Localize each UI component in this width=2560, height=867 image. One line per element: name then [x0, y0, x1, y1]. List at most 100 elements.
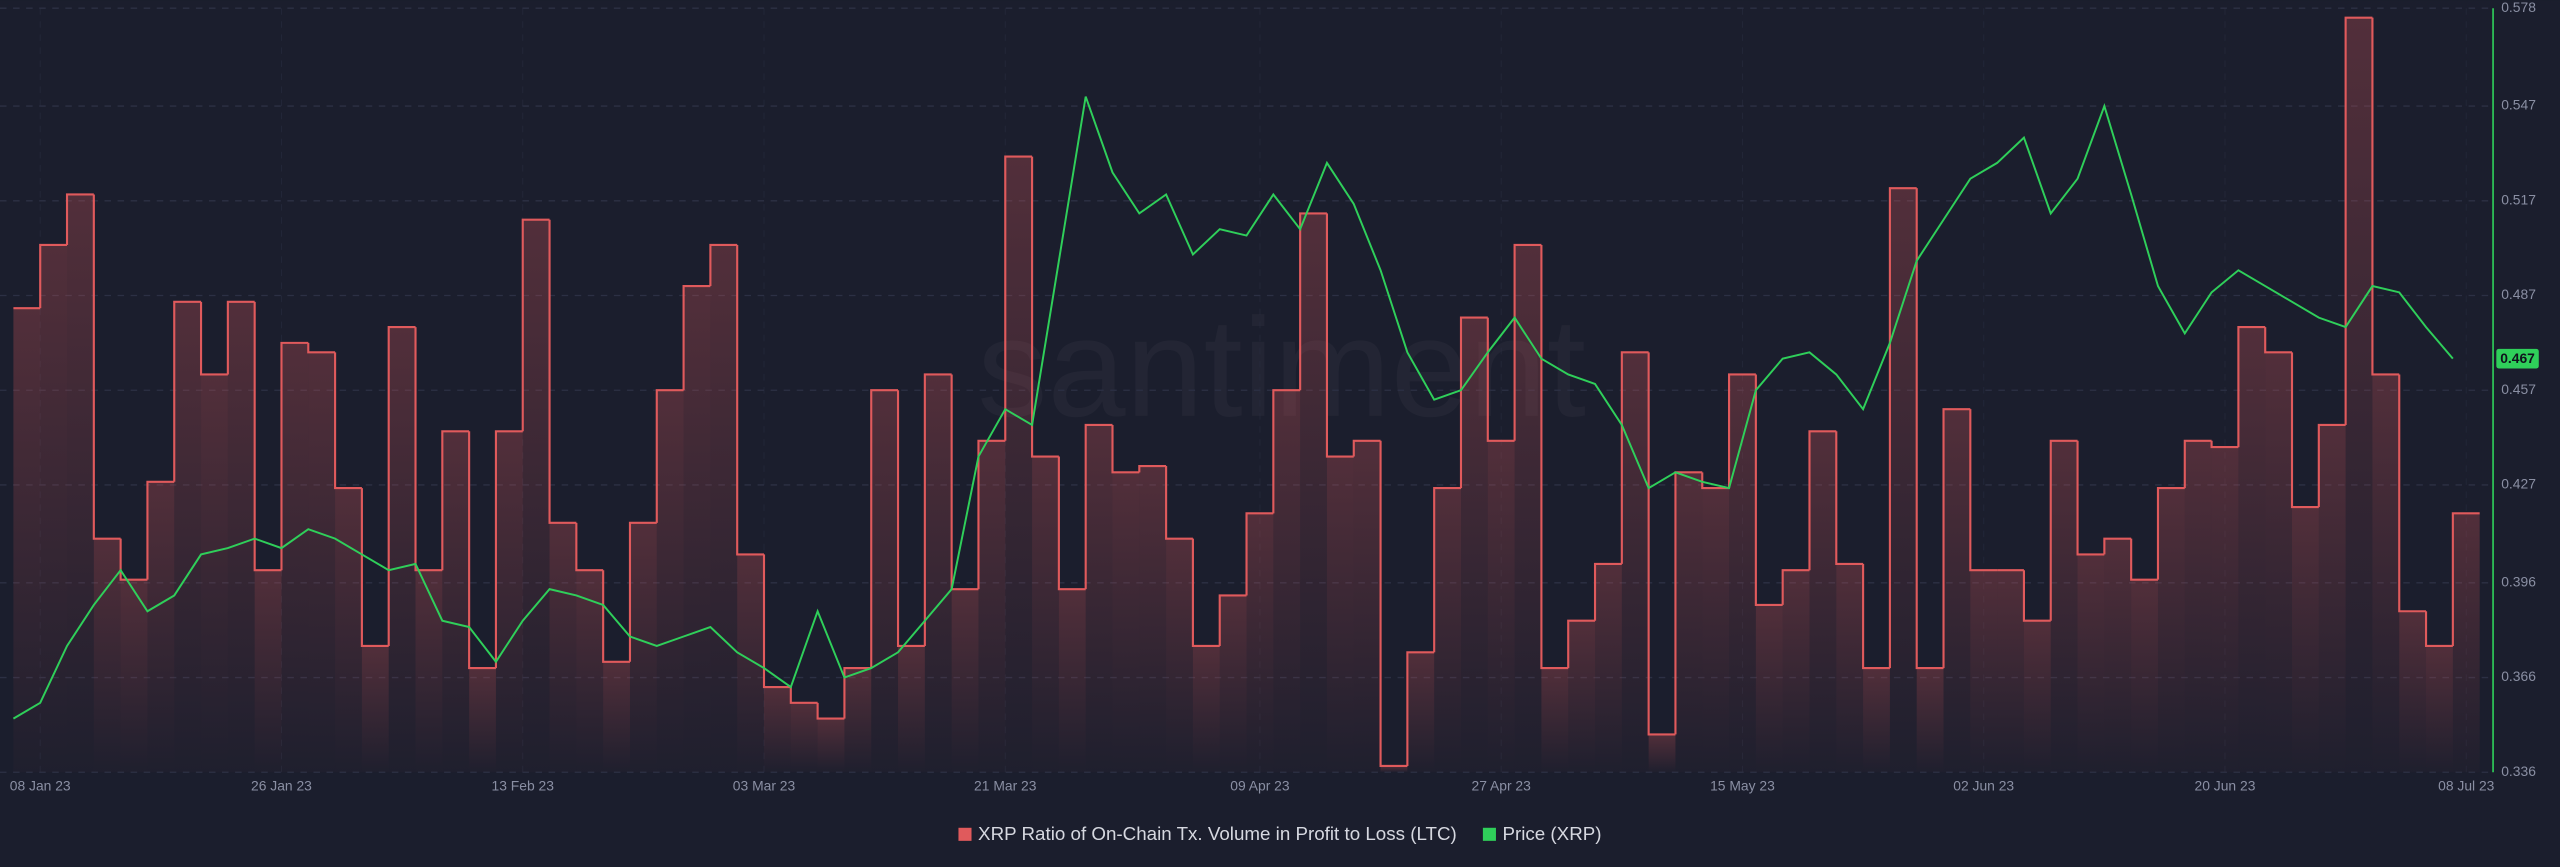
area-step [1943, 409, 1971, 773]
step-line [628, 521, 657, 662]
x-tick-label: 08 Jan 23 [10, 778, 71, 794]
area-step [40, 244, 68, 773]
step-line [1191, 538, 1220, 648]
step-line [1352, 439, 1381, 457]
step-line [1513, 243, 1542, 441]
area-step [1085, 424, 1113, 773]
y-tick-label: 0.517 [2501, 191, 2536, 207]
step-line [548, 219, 577, 524]
area-step [1648, 734, 1676, 773]
legend-item: Price (XRP) [1482, 823, 1602, 844]
area-step [1407, 652, 1435, 773]
area-step [844, 668, 872, 773]
area-step [1273, 390, 1301, 773]
area-step [335, 488, 362, 773]
area-step [442, 431, 470, 773]
axes: 0.336 0.366 0.396 0.427 0.457 0.487 0.517 0.547… [10, 0, 2539, 794]
step-line [2398, 374, 2427, 613]
area-step [388, 327, 416, 773]
step-line [387, 326, 416, 646]
step-line [119, 538, 148, 581]
area-step [1675, 472, 1703, 773]
step-line [1272, 389, 1301, 514]
area-step [1621, 352, 1649, 773]
legend-item: XRP Ratio of On-Chain Tx. Volume in Prof… [958, 823, 1457, 844]
area-step [656, 390, 684, 773]
area-step [2157, 488, 2185, 773]
step-line [762, 554, 791, 689]
step-line [360, 488, 389, 648]
area-step [710, 244, 738, 773]
y-tick-label: 0.578 [2501, 0, 2536, 15]
x-tick-label: 03 Mar 23 [733, 778, 796, 794]
area-step [790, 702, 818, 773]
step-line [870, 389, 899, 669]
step-line [1620, 351, 1649, 564]
area-step [1353, 440, 1381, 773]
step-line [1862, 563, 1890, 670]
step-line [334, 352, 362, 490]
x-tick-label: 15 May 23 [1710, 778, 1775, 794]
step-line [1459, 316, 1488, 489]
step-line [2076, 440, 2105, 556]
step-line [2049, 439, 2078, 621]
step-line [173, 300, 202, 482]
area-step [1782, 570, 1810, 773]
area-step [549, 522, 577, 773]
area-step [2345, 17, 2373, 773]
step-line [307, 342, 336, 354]
area-step [2399, 611, 2427, 773]
step-line [2022, 570, 2051, 622]
area-step [1246, 513, 1274, 773]
step-line [65, 193, 94, 245]
area-step [522, 219, 550, 773]
step-line [468, 431, 496, 670]
step-line [682, 284, 711, 391]
area-step [951, 589, 979, 773]
area-step [1434, 488, 1461, 773]
step-line [1540, 244, 1569, 670]
step-line [2344, 16, 2373, 425]
y-tick-label: 0.396 [2501, 573, 2536, 589]
area-step [67, 194, 94, 773]
area-step [2211, 447, 2239, 773]
area-step [1755, 604, 1783, 773]
step-line [2237, 326, 2266, 448]
price-marker [2496, 348, 2539, 369]
step-line [2183, 439, 2212, 489]
area-step [2292, 507, 2319, 773]
area-step [1032, 456, 1059, 773]
y-tick-label: 0.547 [2501, 97, 2536, 113]
area-step [924, 374, 952, 773]
step-line [977, 439, 1006, 590]
step-line [226, 300, 255, 375]
y-tick-label: 0.487 [2501, 286, 2536, 302]
x-tick-label: 09 Apr 23 [1230, 778, 1290, 794]
area-step [603, 661, 630, 773]
step-line [1084, 423, 1113, 590]
step-line [199, 301, 228, 376]
step-line [521, 218, 550, 432]
legend-label: XRP Ratio of On-Chain Tx. Volume in Prof… [978, 823, 1457, 844]
legend-swatch [1482, 827, 1496, 841]
step-line [1031, 156, 1059, 458]
area-step [1487, 440, 1515, 773]
area-step [13, 308, 41, 773]
area-step [2131, 579, 2158, 773]
step-line [1165, 466, 1193, 540]
area-step [1916, 668, 1944, 773]
step-line [1969, 409, 1998, 572]
step-line [1218, 594, 1247, 646]
area-step [254, 570, 282, 773]
area-step [1729, 374, 1756, 773]
area-step [1300, 213, 1327, 773]
area-step [120, 579, 148, 773]
step-line [602, 570, 630, 663]
area-step [469, 668, 496, 773]
area-step [2023, 620, 2051, 773]
step-line [1325, 213, 1354, 458]
area-step [93, 538, 121, 773]
area-step [629, 522, 657, 773]
step-line [1754, 374, 1783, 606]
y-tick-label: 0.457 [2501, 381, 2536, 397]
